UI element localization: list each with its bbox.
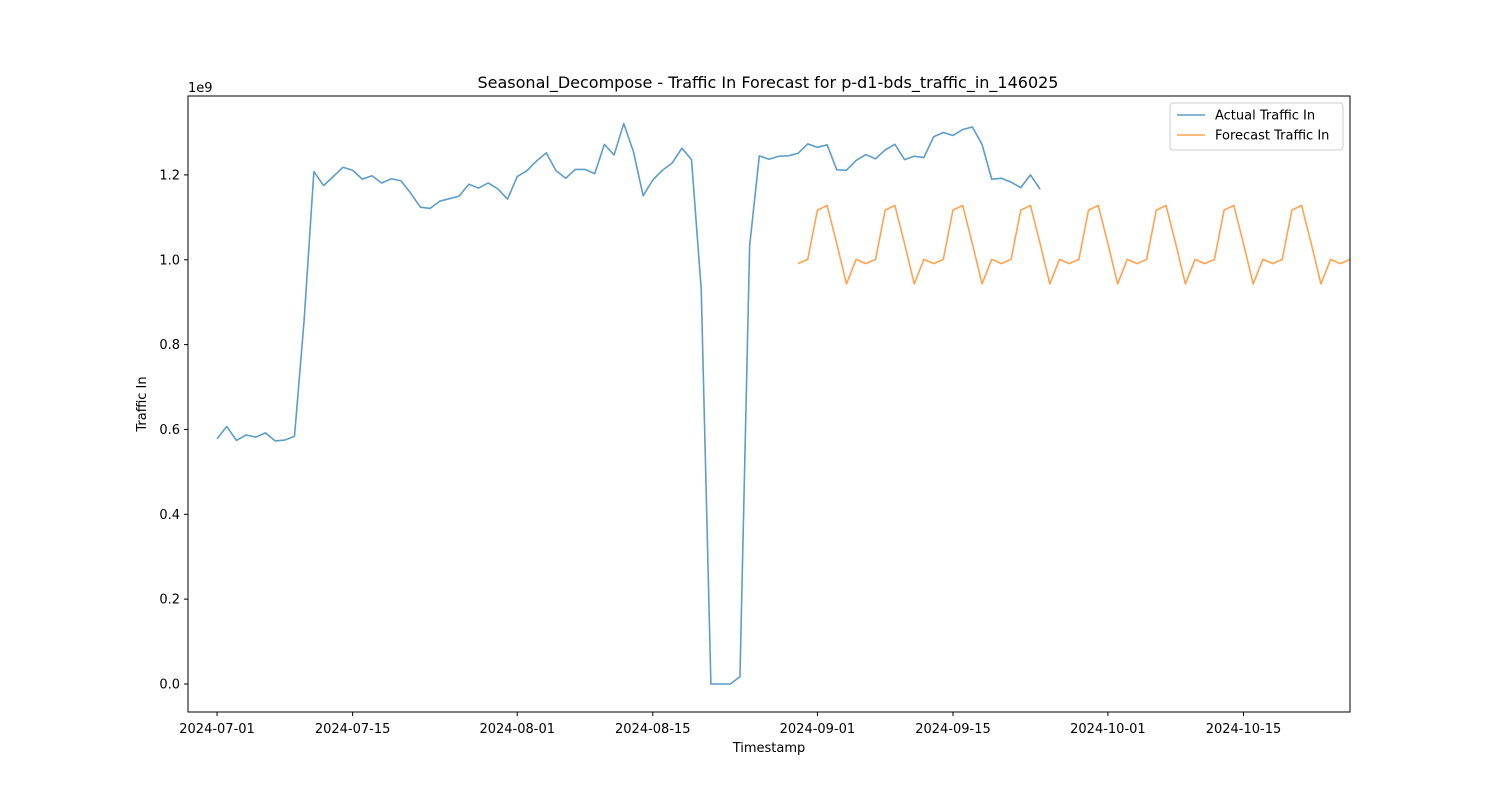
series-line-0 bbox=[216, 122, 1041, 685]
x-tick-label: 2024-08-01 bbox=[479, 722, 555, 737]
x-axis: 2024-07-01 2024-07-15 2024-08-01 2024-08-15… bbox=[179, 712, 1281, 737]
x-tick-label: 2024-09-01 bbox=[780, 722, 856, 737]
legend-box bbox=[1169, 102, 1344, 151]
series-line-1 bbox=[797, 204, 1351, 285]
y-axis-label: Traffic In bbox=[135, 376, 150, 432]
x-tick-label: 2024-09-15 bbox=[915, 722, 991, 737]
y-tick-label: 1.0 bbox=[159, 253, 180, 268]
y-axis: 0.0 0.2 0.4 0.6 0.8 1.0 1.2 bbox=[159, 168, 188, 693]
chart-title: Seasonal_Decompose - Traffic In Forecast… bbox=[478, 73, 1059, 93]
x-tick-label: 2024-07-15 bbox=[315, 722, 391, 737]
plot-frame bbox=[187, 95, 1351, 713]
y-tick-label: 0.6 bbox=[159, 423, 180, 438]
y-tick-label: 0.8 bbox=[159, 338, 180, 353]
legend-label-1: Forecast Traffic In bbox=[1215, 129, 1329, 144]
legend: Actual Traffic In Forecast Traffic In bbox=[1169, 102, 1344, 151]
y-axis-offset-label: 1e9 bbox=[188, 81, 213, 96]
x-axis-label: Timestamp bbox=[732, 741, 806, 756]
x-tick-label: 2024-10-15 bbox=[1206, 722, 1282, 737]
y-tick-label: 0.0 bbox=[159, 678, 180, 693]
y-tick-label: 0.2 bbox=[159, 593, 180, 608]
y-tick-label: 0.4 bbox=[159, 508, 180, 523]
y-tick-label: 1.2 bbox=[159, 168, 180, 183]
x-tick-label: 2024-08-15 bbox=[615, 722, 691, 737]
legend-label-0: Actual Traffic In bbox=[1215, 109, 1315, 124]
x-tick-label: 2024-07-01 bbox=[179, 722, 255, 737]
x-tick-label: 2024-10-01 bbox=[1070, 722, 1146, 737]
plot-series-group bbox=[216, 122, 1351, 685]
